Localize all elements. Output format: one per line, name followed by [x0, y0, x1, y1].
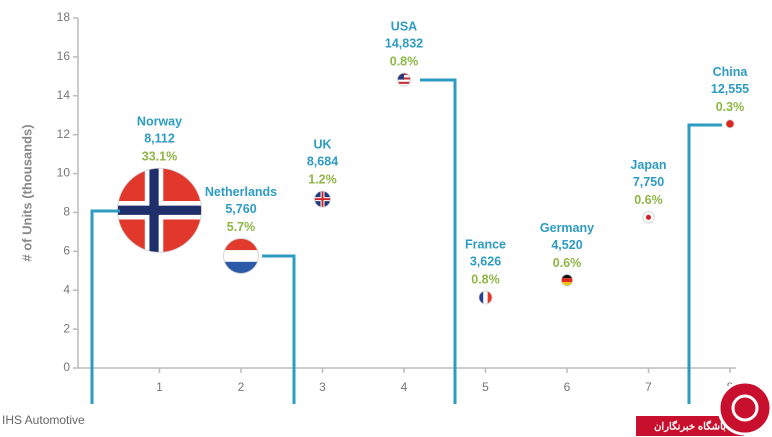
flag-part — [321, 191, 324, 208]
value-label: 7,750 — [633, 175, 664, 189]
connector — [90, 209, 120, 404]
y-tick-label: 12 — [57, 127, 71, 141]
y-tick-label: 18 — [57, 10, 71, 24]
name-label: Norway — [137, 115, 182, 129]
flag-part — [223, 238, 259, 251]
bubble — [725, 119, 735, 129]
bubble — [478, 290, 493, 305]
bubble — [223, 238, 259, 274]
flag — [117, 168, 202, 253]
x-tick-label: 1 — [156, 380, 163, 394]
x-tick-label: 7 — [645, 380, 652, 394]
flag — [642, 211, 655, 223]
y-tick-label: 14 — [57, 88, 71, 102]
size-label: 0.3% — [716, 100, 745, 114]
logo-icon — [717, 380, 772, 436]
x-tick-label: 3 — [319, 380, 326, 394]
flag-part — [726, 119, 734, 128]
flag-part — [561, 278, 573, 282]
name-label: France — [465, 237, 506, 251]
size-label: 33.1% — [142, 150, 177, 164]
size-label: 0.6% — [553, 256, 582, 270]
flag — [726, 119, 734, 128]
flag — [314, 191, 331, 208]
y-tick-label: 2 — [63, 321, 70, 335]
flag-part — [397, 83, 411, 87]
logo-text: باشگاه خبرنگاران — [654, 420, 726, 433]
name-label: Germany — [540, 221, 594, 235]
name-label: UK — [313, 137, 331, 151]
flag-part — [478, 290, 484, 305]
value-label: 8,684 — [307, 154, 338, 168]
x-tick-label: 5 — [482, 380, 489, 394]
connector — [420, 78, 457, 404]
flag-part — [487, 290, 493, 305]
flag-part — [223, 261, 259, 274]
x-tick-label: 2 — [238, 380, 245, 394]
x-tick-label: 4 — [401, 380, 408, 394]
value-label: 5,760 — [225, 202, 256, 216]
connector — [262, 254, 296, 404]
source: IHS Automotive — [2, 413, 85, 427]
value-label: 3,626 — [470, 254, 501, 268]
bubble — [642, 211, 655, 224]
flag-part — [117, 205, 202, 215]
y-axis-label: # of Units (thousands) — [19, 124, 34, 261]
value-label: 14,832 — [385, 36, 423, 50]
bubble — [560, 274, 574, 287]
flag — [561, 274, 573, 286]
flag-part — [149, 168, 159, 253]
size-label: 1.2% — [308, 172, 337, 186]
size-label: 0.6% — [634, 193, 663, 207]
flag-part — [561, 281, 573, 286]
flag-part — [223, 250, 259, 262]
name-label: Japan — [630, 158, 666, 172]
logo-banner — [636, 416, 744, 436]
flag-part — [397, 81, 411, 84]
name-label: USA — [391, 19, 417, 33]
y-tick-label: 4 — [63, 282, 70, 296]
flag — [478, 290, 493, 305]
size-label: 0.8% — [390, 54, 419, 68]
plot: 0246810121416181234567833.1%8,112Norway5… — [57, 10, 750, 394]
flag-part — [645, 214, 652, 220]
flag-part — [561, 274, 573, 279]
logo: باشگاه خبرنگاران — [636, 380, 772, 436]
y-tick-label: 0 — [63, 360, 70, 374]
connector — [687, 123, 722, 404]
bubble — [314, 190, 331, 208]
logo-icon-inner — [731, 394, 759, 422]
bubble — [397, 72, 411, 87]
flag-part — [483, 290, 488, 305]
value-label: 4,520 — [551, 238, 582, 252]
size-label: 0.8% — [471, 272, 500, 286]
flag — [223, 238, 259, 274]
y-tick-label: 10 — [57, 166, 71, 180]
name-label: China — [713, 65, 749, 79]
y-tick-label: 16 — [57, 49, 71, 63]
connectors — [90, 78, 722, 404]
size-label: 5.7% — [227, 220, 256, 234]
value-label: 8,112 — [144, 132, 175, 146]
flag — [397, 73, 411, 87]
value-label: 12,555 — [711, 82, 749, 96]
flag-part — [397, 79, 411, 82]
x-tick-label: 6 — [564, 380, 571, 394]
flag-part — [397, 73, 404, 80]
name-label: Netherlands — [205, 185, 277, 199]
y-tick-label: 6 — [63, 244, 70, 258]
y-tick-label: 8 — [63, 205, 70, 219]
